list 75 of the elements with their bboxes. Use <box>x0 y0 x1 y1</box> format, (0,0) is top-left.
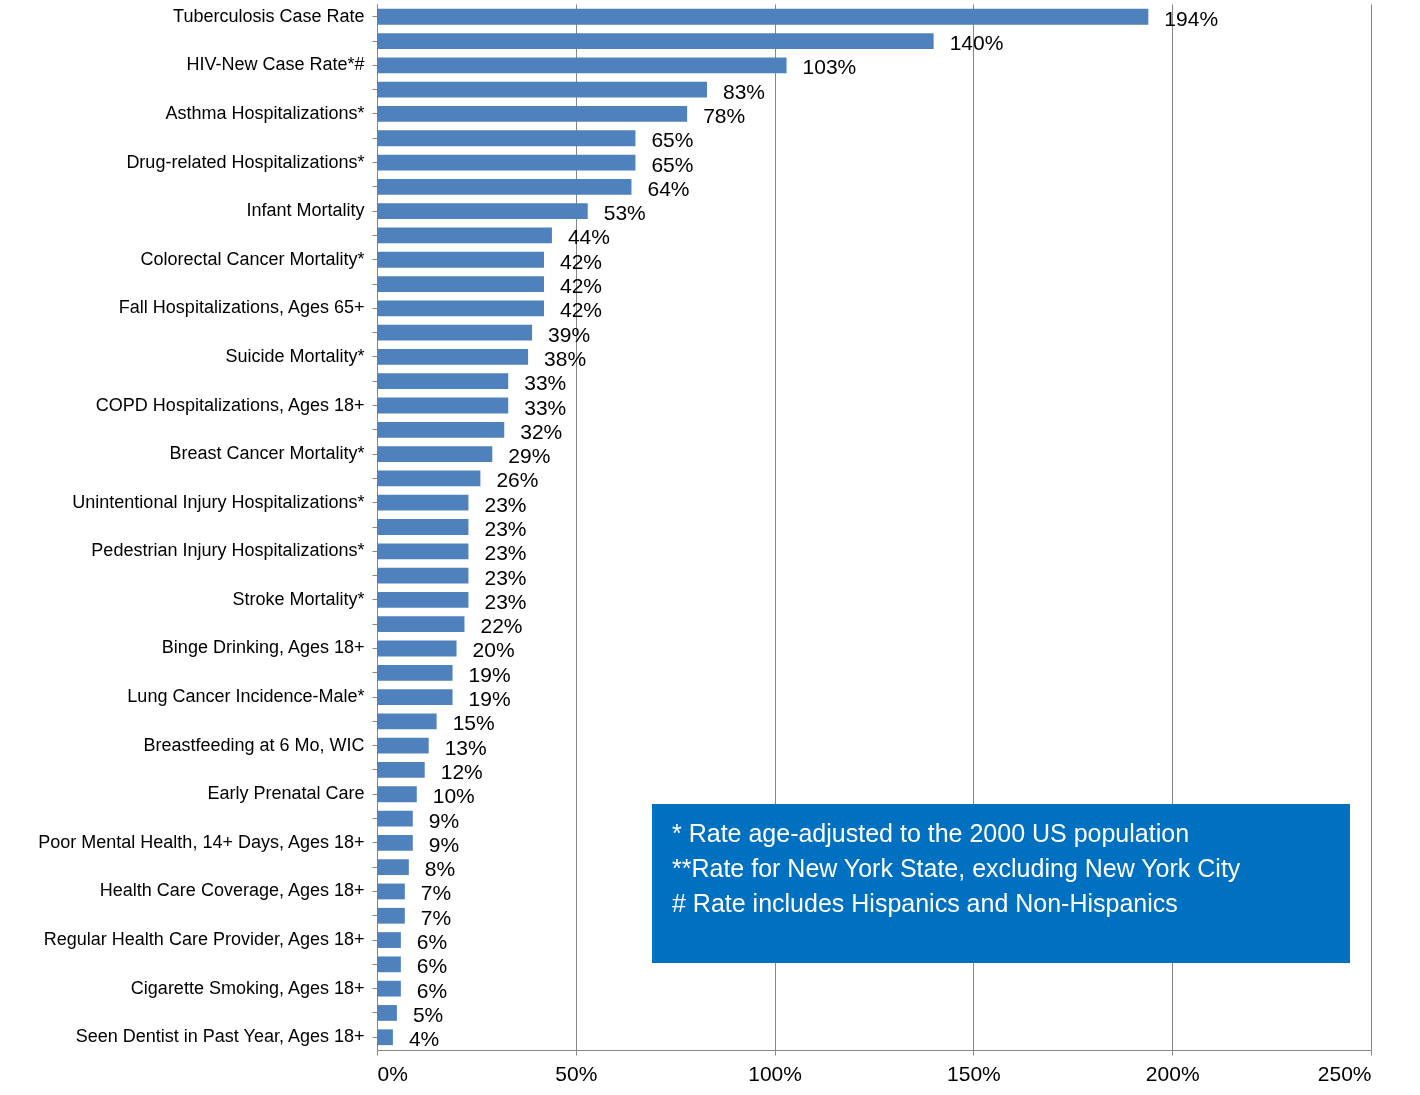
data-label: 15% <box>452 711 495 735</box>
x-tick-label: 150% <box>947 1061 1001 1085</box>
y-tick-label: Asthma Hospitalizations* <box>165 102 365 123</box>
data-label: 22% <box>480 614 523 638</box>
y-tick-label: Seen Dentist in Past Year, Ages 18+ <box>75 1026 365 1047</box>
y-tick-label: Suicide Mortality* <box>225 345 365 366</box>
data-label: 140% <box>949 31 1004 55</box>
data-label: 4% <box>408 1027 440 1051</box>
y-tick-label: Pedestrian Injury Hospitalizations* <box>91 540 365 561</box>
y-tick-label: Regular Health Care Provider, Ages 18+ <box>43 929 365 950</box>
data-label: 65% <box>651 128 694 152</box>
data-label: 23% <box>484 492 527 516</box>
y-tick-label: Unintentional Injury Hospitalizations* <box>72 491 365 512</box>
data-label: 33% <box>524 371 567 395</box>
annotation: **Rate for New York State, excluding New York City <box>672 853 1242 884</box>
data-label: 42% <box>559 274 603 298</box>
data-label: 29% <box>508 444 551 468</box>
data-label: 39% <box>548 322 591 346</box>
data-label: 26% <box>496 468 539 492</box>
x-tick-label: 200% <box>1145 1061 1200 1085</box>
data-label: 6% <box>416 954 448 978</box>
annotation: # Rate includes Hispanics and Non-Hispanics <box>672 888 1179 919</box>
y-tick-label: Stroke Mortality* <box>232 588 365 609</box>
data-label: 64% <box>647 176 690 200</box>
y-tick-label: Colorectal Cancer Mortality* <box>140 248 365 269</box>
data-label: 7% <box>420 905 452 929</box>
data-label: 42% <box>559 249 603 273</box>
data-label: 19% <box>468 687 511 711</box>
data-label: 32% <box>520 419 563 443</box>
y-tick-label: HIV-New Case Rate*# <box>186 54 365 75</box>
data-label: 12% <box>440 759 483 783</box>
data-label: 194% <box>1164 6 1219 30</box>
x-tick-label: 250% <box>1317 1061 1372 1085</box>
data-label: 83% <box>723 79 766 103</box>
data-label: 78% <box>703 103 746 127</box>
data-label: 6% <box>416 930 448 954</box>
y-tick-label: COPD Hospitalizations, Ages 18+ <box>95 394 365 415</box>
y-tick-label: Tuberculosis Case Rate <box>173 5 365 26</box>
y-tick-label: Cigarette Smoking, Ages 18+ <box>130 977 365 998</box>
y-tick-label: Poor Mental Health, 14+ Days, Ages 18+ <box>38 831 365 852</box>
y-tick-label: Infant Mortality <box>246 200 365 221</box>
data-label: 13% <box>444 735 487 759</box>
data-label: 33% <box>524 395 567 419</box>
annotation: * Rate age-adjusted to the 2000 US population <box>672 818 1191 849</box>
data-label: 23% <box>484 517 527 540</box>
data-label: 9% <box>428 832 460 856</box>
data-label: 44% <box>567 225 610 249</box>
y-tick-label: Fall Hospitalizations, Ages 65+ <box>118 297 365 318</box>
data-label: 8% <box>424 857 456 881</box>
data-label: 103% <box>802 55 857 79</box>
data-label: 42% <box>559 298 603 322</box>
y-tick-label: Breastfeeding at 6 Mo, WIC <box>143 734 365 755</box>
y-tick-label: Health Care Coverage, Ages 18+ <box>99 880 365 901</box>
data-label: 19% <box>468 662 511 686</box>
data-label: 6% <box>416 978 448 1002</box>
data-label: 23% <box>484 589 527 613</box>
data-label: 7% <box>420 881 452 905</box>
data-label: 23% <box>484 541 527 565</box>
x-tick-label: 0% <box>377 1061 408 1085</box>
y-tick-label: Early Prenatal Care <box>207 783 365 804</box>
data-label: 20% <box>472 638 515 662</box>
data-label: 23% <box>484 565 527 589</box>
y-tick-label: Drug-related Hospitalizations* <box>126 151 365 172</box>
y-tick-label: Lung Cancer Incidence-Male* <box>127 686 365 707</box>
data-label: 65% <box>651 152 694 176</box>
data-label: 10% <box>432 784 475 808</box>
y-tick-label: Binge Drinking, Ages 18+ <box>161 637 365 658</box>
note-box: * Rate age-adjusted to the 2000 US population **Rate for New York State, excluding New York City # Rate includes Hispanics and Non-Hispanics <box>652 804 1350 963</box>
x-tick-label: 50% <box>555 1061 598 1085</box>
data-label: 5% <box>412 1002 444 1026</box>
y-tick-label: Breast Cancer Mortality* <box>169 443 365 464</box>
x-tick-label: 100% <box>748 1061 802 1085</box>
data-label: 9% <box>428 808 460 832</box>
data-label: 53% <box>603 201 646 225</box>
data-label: 38% <box>544 346 587 370</box>
